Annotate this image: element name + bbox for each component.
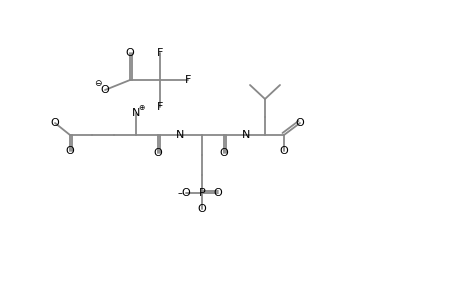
Text: O: O bbox=[279, 146, 288, 156]
Text: P: P bbox=[198, 188, 205, 198]
Text: F: F bbox=[157, 102, 163, 112]
Text: O: O bbox=[50, 118, 59, 128]
Text: N: N bbox=[241, 130, 250, 140]
Text: F: F bbox=[185, 75, 191, 85]
Text: O: O bbox=[66, 146, 74, 156]
Text: O: O bbox=[101, 85, 109, 95]
Text: O: O bbox=[295, 118, 304, 128]
Text: O: O bbox=[213, 188, 222, 198]
Text: –: – bbox=[177, 188, 182, 198]
Text: N: N bbox=[175, 130, 184, 140]
Text: O: O bbox=[219, 148, 228, 158]
Text: ⊕: ⊕ bbox=[138, 103, 144, 112]
Text: O: O bbox=[197, 204, 206, 214]
Text: O: O bbox=[153, 148, 162, 158]
Text: O: O bbox=[125, 48, 134, 58]
Text: F: F bbox=[157, 48, 163, 58]
Text: N: N bbox=[132, 108, 140, 118]
Text: ⊖: ⊖ bbox=[94, 79, 101, 88]
Text: O: O bbox=[181, 188, 190, 198]
